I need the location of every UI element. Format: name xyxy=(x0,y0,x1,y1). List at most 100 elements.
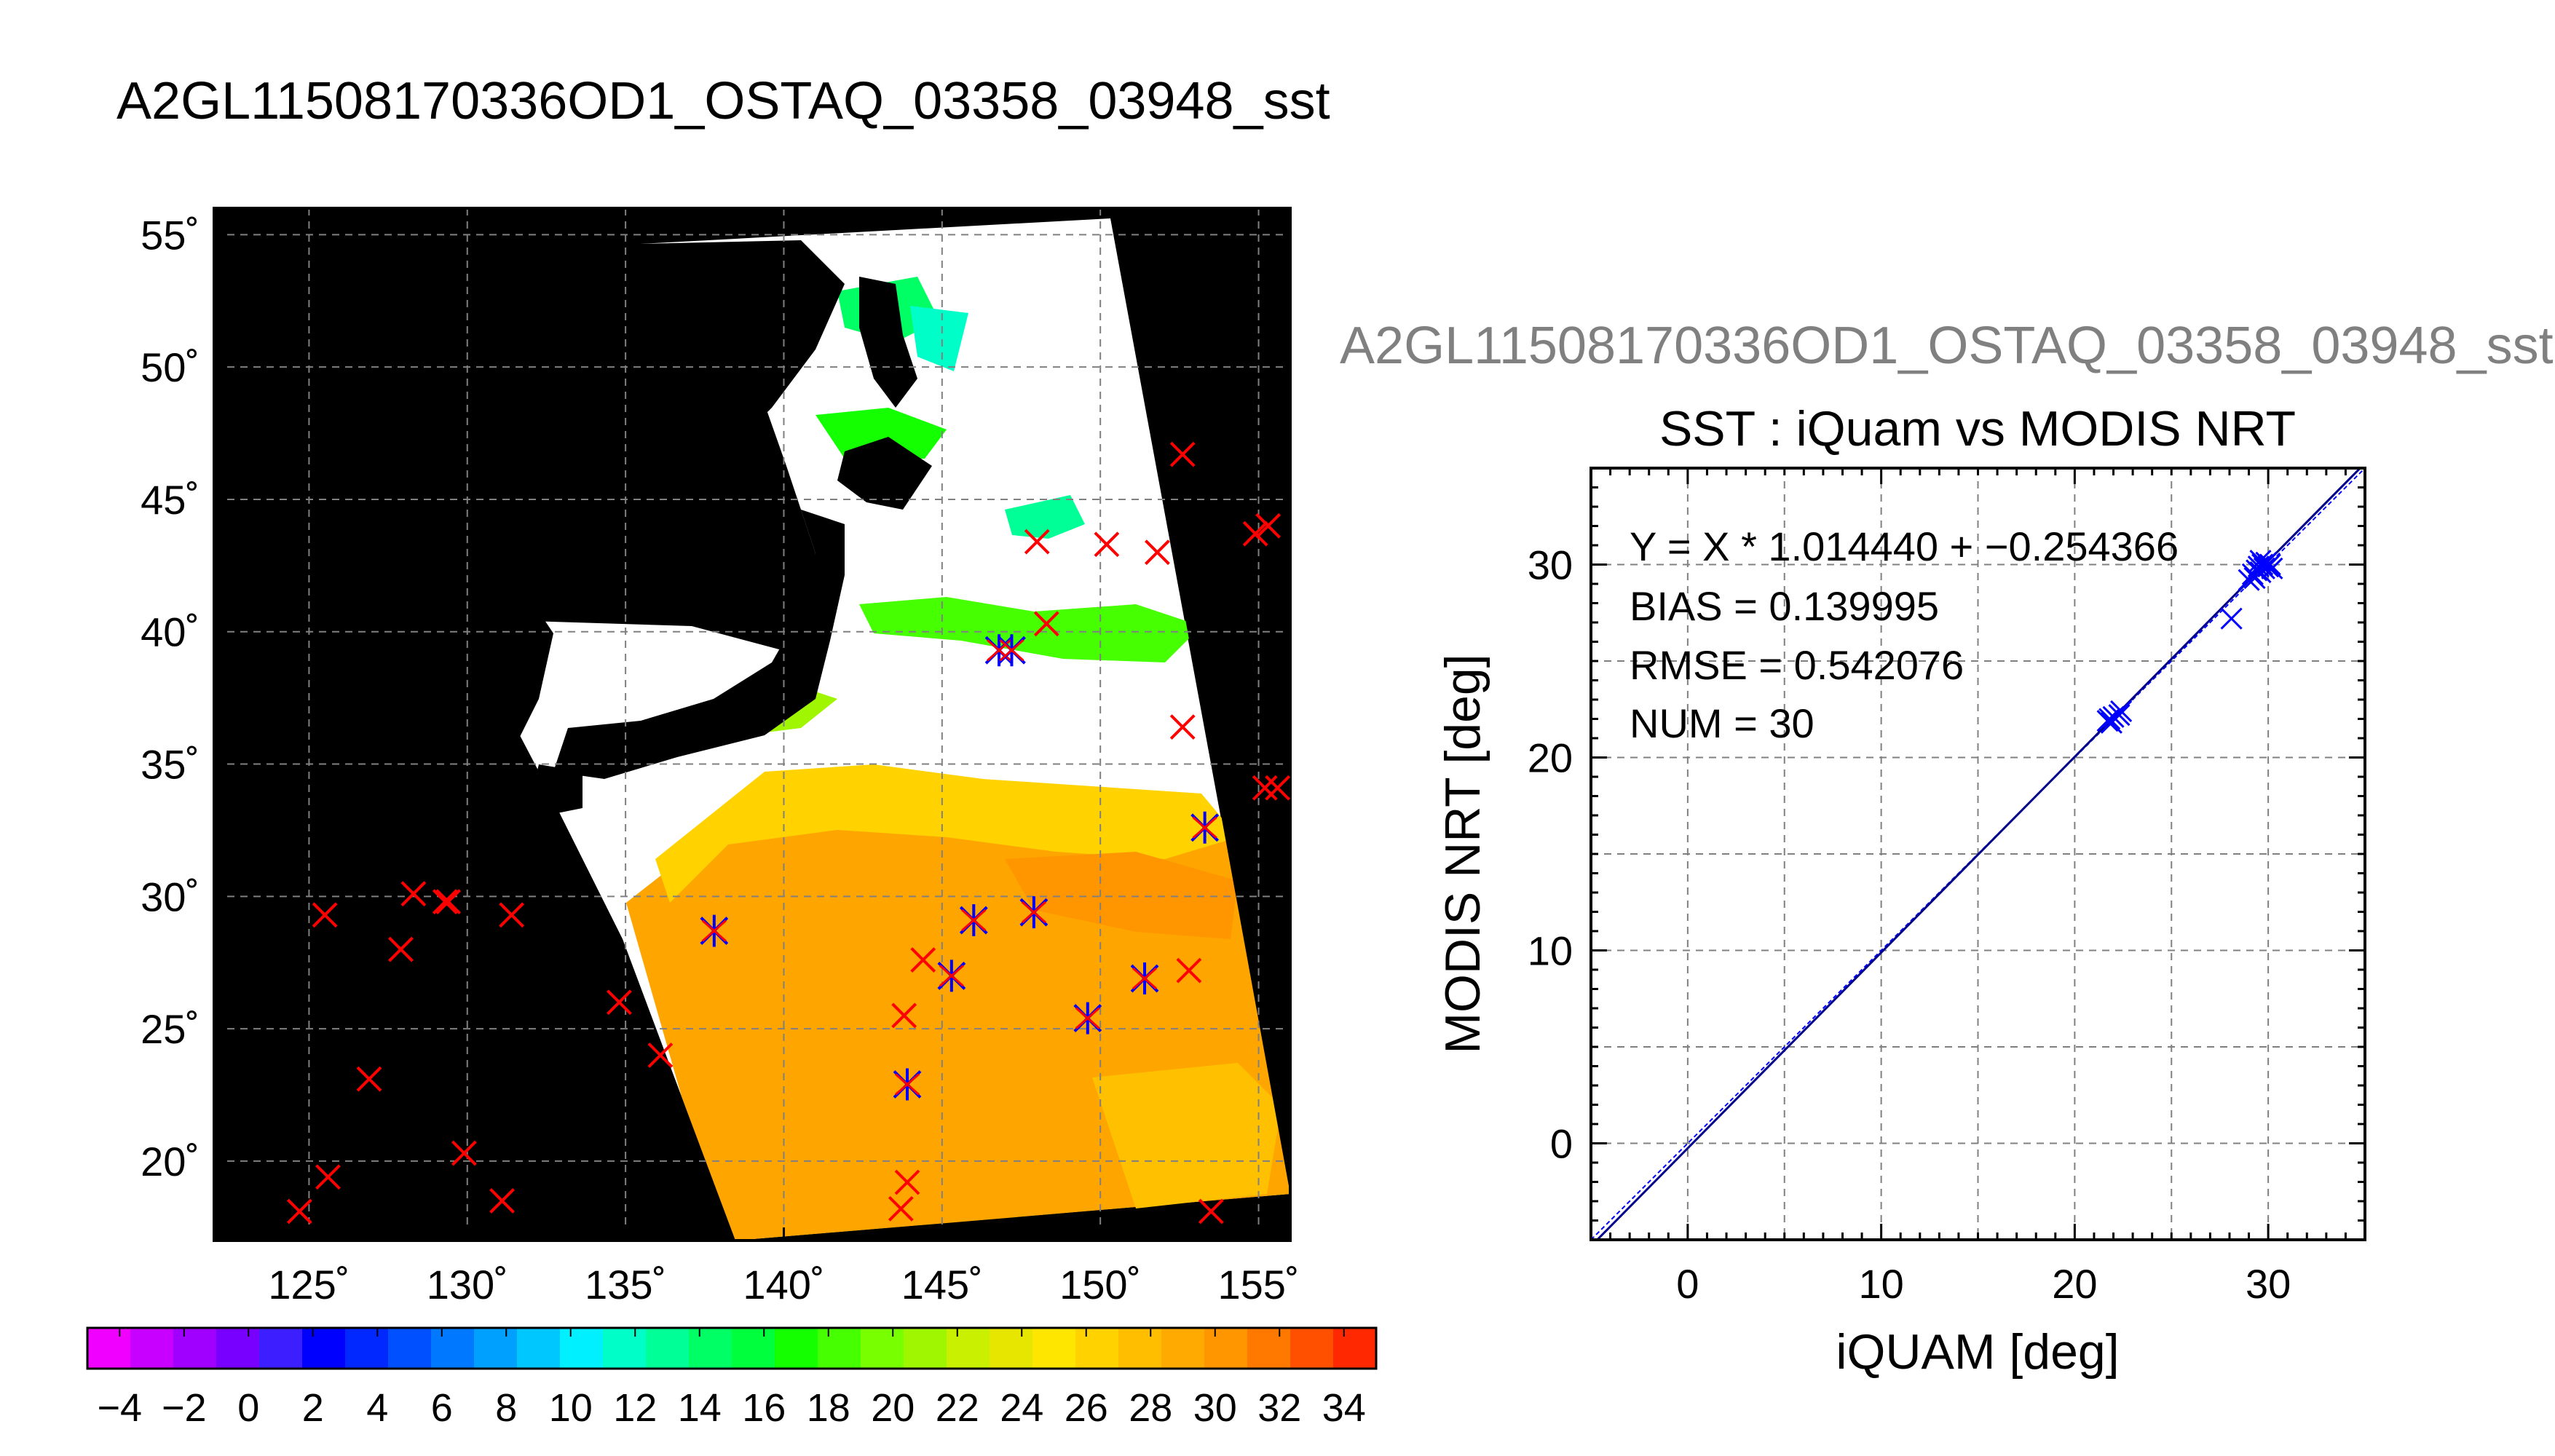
colorbar-cell xyxy=(1161,1328,1205,1369)
colorbar-cell xyxy=(775,1328,818,1369)
in-situ-marker xyxy=(312,902,338,928)
land-asia-coast xyxy=(214,208,845,626)
colorbar-cell xyxy=(1075,1328,1119,1369)
sst-map: 125˚ 130˚ 135˚ 140˚ 145˚ 150˚ 155˚ 20˚ 25˚ 30˚ 35… xyxy=(141,207,1300,1307)
colorbar-cell xyxy=(517,1328,561,1369)
scatter-point xyxy=(2110,700,2133,722)
scatter-x-tick-label: 30 xyxy=(2246,1261,2291,1307)
scatter-axes: 0 10 20 30 0 10 20 30 xyxy=(1528,467,2366,1307)
matchup-marker xyxy=(998,634,1026,667)
colorbar: −4 −2 0 2 4 6 8 10 12 14 16 18 20 22 24 26 28 30 32 34 xyxy=(86,1326,1378,1430)
map-grid xyxy=(214,208,1290,1241)
map-x-tick-label: 130˚ xyxy=(427,1262,508,1307)
colorbar-label: 14 xyxy=(678,1386,722,1430)
map-frame xyxy=(213,207,1292,1242)
colorbar-cell xyxy=(1247,1328,1291,1369)
colorbar-cell xyxy=(259,1328,303,1369)
in-situ-marker xyxy=(1176,957,1202,984)
in-situ-marker xyxy=(1024,529,1050,555)
colorbar-cell xyxy=(818,1328,861,1369)
colorbar-label: 34 xyxy=(1322,1386,1366,1430)
scatter-point xyxy=(2253,557,2275,579)
colorbar-label: 4 xyxy=(366,1386,388,1430)
in-situ-marker xyxy=(1242,521,1268,547)
colorbar-label: 0 xyxy=(237,1386,259,1430)
scatter-y-tick-label: 0 xyxy=(1550,1121,1573,1167)
colorbar-cell xyxy=(431,1328,475,1369)
colorbar-cell xyxy=(1290,1328,1334,1369)
annotation-fit: Y = X * 1.014440 + −0.254366 xyxy=(1630,523,2179,569)
in-situ-marker xyxy=(1265,775,1290,801)
map-y-tick-label: 55˚ xyxy=(141,212,200,258)
colorbar-cell xyxy=(689,1328,732,1369)
matchup-marker xyxy=(1130,962,1159,995)
land-honshu xyxy=(553,510,845,779)
map-y-tick-label: 45˚ xyxy=(141,477,200,523)
in-situ-marker xyxy=(435,889,462,915)
colorbar-cell xyxy=(130,1328,174,1369)
colorbar-label: 24 xyxy=(1000,1386,1043,1430)
colorbar-cell xyxy=(345,1328,389,1369)
scatter-annotations: Y = X * 1.014440 + −0.254366 BIAS = 0.13… xyxy=(1630,523,2179,746)
map-x-axis: 125˚ 130˚ 135˚ 140˚ 145˚ 150˚ 155˚ xyxy=(268,1227,1300,1307)
colorbar-label: 10 xyxy=(549,1386,593,1430)
colorbar-cell xyxy=(646,1328,690,1369)
scatter-x-tick-label: 0 xyxy=(1676,1261,1699,1307)
in-situ-marker xyxy=(1145,539,1170,566)
land-sakhalin xyxy=(859,277,917,408)
colorbar-cell xyxy=(474,1328,518,1369)
colorbar-cell xyxy=(732,1328,775,1369)
map-x-tick-label: 150˚ xyxy=(1059,1262,1141,1307)
map-x-tick-label: 155˚ xyxy=(1217,1262,1299,1307)
in-situ-marker xyxy=(888,1195,914,1222)
colorbar-label: 8 xyxy=(495,1386,517,1430)
colorbar-cell xyxy=(173,1328,217,1369)
in-situ-marker xyxy=(647,1042,674,1068)
in-situ-marker xyxy=(1255,513,1281,539)
in-situ-marker xyxy=(489,1188,515,1214)
map-y-tick-label: 35˚ xyxy=(141,742,200,788)
colorbar-cell xyxy=(216,1328,260,1369)
in-situ-marker xyxy=(451,1140,477,1166)
colorbar-cell xyxy=(302,1328,346,1369)
colorbar-cell xyxy=(1333,1328,1377,1369)
colorbar-label: 30 xyxy=(1193,1386,1237,1430)
in-situ-marker xyxy=(388,936,414,962)
colorbar-label: −4 xyxy=(97,1386,142,1430)
colorbar-label: 32 xyxy=(1257,1386,1301,1430)
colorbar-cell xyxy=(947,1328,990,1369)
sst-green-patch-north xyxy=(859,597,1201,662)
scatter-points xyxy=(2096,550,2283,734)
scatter-point xyxy=(2261,557,2283,579)
colorbar-cell xyxy=(560,1328,604,1369)
map-x-tick-label: 135˚ xyxy=(585,1262,666,1307)
swath-edge-right xyxy=(1110,208,1290,1194)
scatter-y-tick-label: 30 xyxy=(1528,542,1573,588)
colorbar-label: 6 xyxy=(431,1386,453,1430)
map-x-tick-label: 145˚ xyxy=(901,1262,983,1307)
main-title: A2GL11508170336OD1_OSTAQ_03358_03948_sst xyxy=(117,72,1330,130)
matchup-marker xyxy=(937,960,966,992)
map-y-tick-label: 50˚ xyxy=(141,344,200,390)
colorbar-labels: −4 −2 0 2 4 6 8 10 12 14 16 18 20 22 24 26 28 30 32 34 xyxy=(97,1328,1366,1430)
in-situ-marker xyxy=(1252,775,1278,801)
scatter-y-tick-label: 10 xyxy=(1528,928,1573,974)
map-markers xyxy=(286,441,1290,1224)
in-situ-marker xyxy=(400,881,427,907)
colorbar-cell xyxy=(861,1328,904,1369)
scatter-subtitle: A2GL11508170336OD1_OSTAQ_03358_03948_sst xyxy=(1340,317,2554,375)
colorbar-cell xyxy=(904,1328,947,1369)
colorbar-cell xyxy=(388,1328,432,1369)
in-situ-marker xyxy=(315,1164,341,1190)
scatter-point xyxy=(2238,569,2260,591)
scatter-ylabel: MODIS NRT [deg] xyxy=(1435,654,1490,1053)
in-situ-marker xyxy=(356,1066,382,1092)
in-situ-marker xyxy=(891,1002,917,1029)
sst-cyan-patch-okhotsk xyxy=(910,306,968,371)
scatter-x-tick-label: 20 xyxy=(2052,1261,2097,1307)
scatter-xlabel: iQUAM [deg] xyxy=(1836,1324,2119,1380)
in-situ-marker xyxy=(1169,441,1196,467)
map-y-tick-label: 20˚ xyxy=(141,1139,200,1184)
matchup-marker xyxy=(1019,896,1049,929)
